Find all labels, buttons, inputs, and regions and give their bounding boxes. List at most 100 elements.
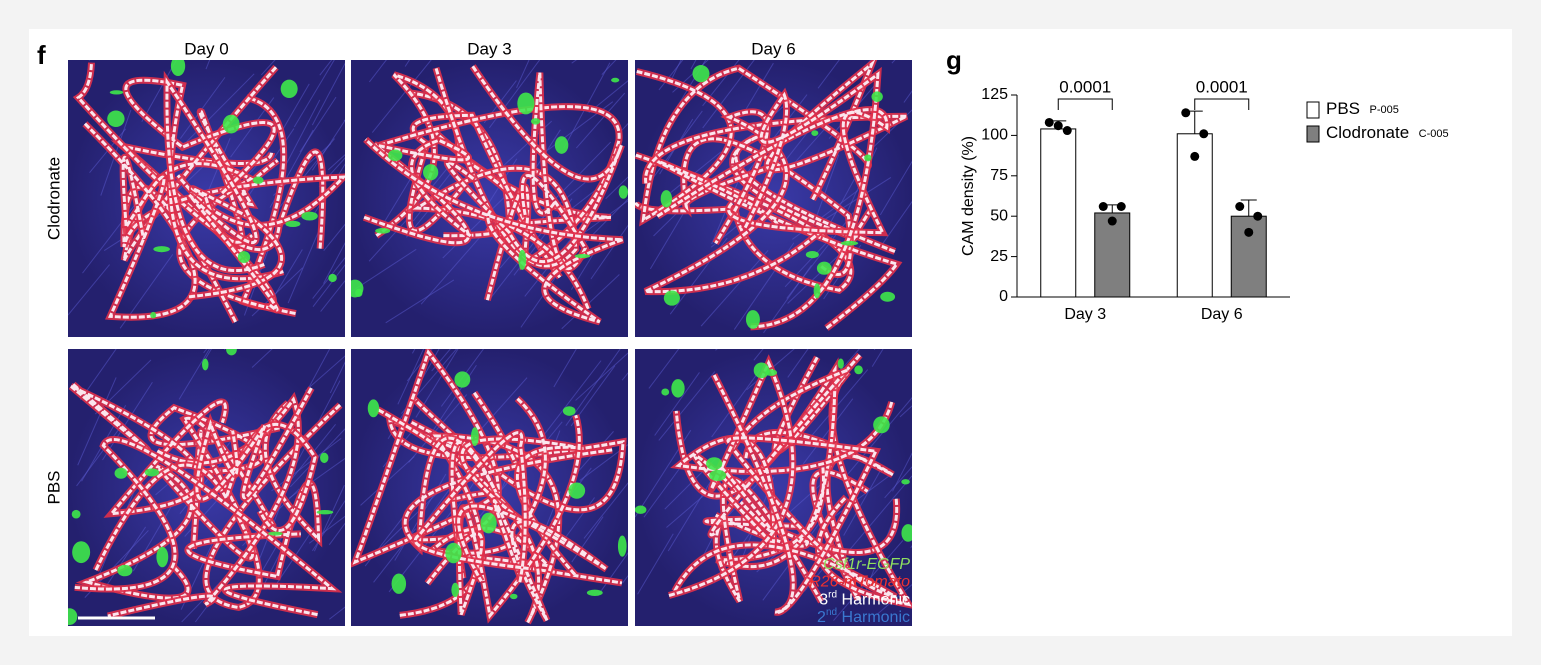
- vessel-core: [107, 396, 300, 618]
- cell: [811, 130, 819, 136]
- fiber: [892, 452, 912, 492]
- cell: [901, 524, 912, 542]
- fiber: [553, 349, 577, 388]
- cell: [635, 505, 647, 514]
- cell: [574, 253, 591, 259]
- cell: [170, 60, 186, 77]
- legend-name: Clodronate: [1326, 123, 1409, 142]
- cell: [388, 149, 403, 162]
- fiber: [397, 349, 425, 405]
- fiber: [742, 62, 774, 115]
- cell: [252, 176, 264, 184]
- data-point: [1098, 202, 1108, 212]
- vessel-core: [673, 368, 897, 599]
- vessel-core: [165, 77, 279, 312]
- cell: [226, 349, 237, 356]
- fiber: [879, 160, 912, 216]
- cell: [423, 164, 439, 181]
- channel-legend: 3rd Harmonic: [819, 589, 910, 609]
- vessel-core: [75, 62, 325, 251]
- fiber: [579, 444, 628, 481]
- fiber: [299, 96, 337, 153]
- vessel-core: [743, 71, 880, 329]
- fiber: [542, 360, 602, 437]
- cell: [663, 290, 680, 306]
- vessel-core: [712, 373, 879, 614]
- y-tick-label: 50: [990, 207, 1008, 224]
- fiber: [289, 428, 345, 488]
- legend-name: PBS: [1326, 99, 1360, 118]
- y-tick-label: 0: [999, 288, 1008, 305]
- fiber: [311, 62, 345, 126]
- cell: [660, 190, 673, 208]
- fiber: [320, 279, 345, 312]
- fiber: [181, 579, 223, 623]
- vessel-core: [364, 138, 624, 324]
- fiber: [615, 122, 628, 138]
- cell: [706, 457, 723, 471]
- data-point: [1190, 151, 1200, 161]
- fiber: [329, 606, 345, 620]
- y-tick-label: 25: [990, 248, 1008, 265]
- cell: [150, 311, 157, 319]
- legend-text: Csf1r-EGFP: [823, 556, 910, 573]
- micrograph: [635, 349, 912, 626]
- cell: [72, 541, 91, 564]
- data-point: [1053, 121, 1063, 131]
- legend-entry: Clodronate C-005: [1326, 123, 1449, 142]
- fiber: [700, 250, 769, 327]
- fiber: [670, 151, 722, 193]
- cell: [854, 365, 863, 375]
- legend-swatch: [1306, 101, 1320, 119]
- fiber: [823, 177, 892, 221]
- fiber: [440, 349, 485, 407]
- fiber: [420, 229, 487, 305]
- cell: [445, 542, 462, 564]
- vessel-core: [460, 397, 581, 576]
- significance-label: 0.0001: [1196, 77, 1248, 96]
- bar: [1176, 133, 1213, 298]
- channel-legend: 2nd Harmonic: [817, 607, 910, 627]
- fiber: [79, 349, 117, 401]
- fiber: [565, 349, 621, 426]
- micrograph: [635, 60, 912, 337]
- cell: [114, 467, 128, 479]
- bar: [1040, 128, 1077, 298]
- cell: [144, 468, 160, 477]
- cell: [117, 564, 133, 577]
- legend-text: Harmonic: [842, 609, 910, 626]
- vessel-core: [188, 187, 283, 299]
- vessel-core: [122, 66, 297, 316]
- fiber: [312, 257, 345, 299]
- fiber: [271, 437, 342, 492]
- fiber: [327, 154, 345, 171]
- micrograph: [351, 349, 628, 626]
- vessel-core: [635, 153, 853, 292]
- cell: [816, 261, 832, 275]
- fiber: [843, 466, 883, 536]
- vessel-core: [636, 66, 870, 223]
- fiber: [329, 361, 345, 394]
- vessel-core: [94, 423, 317, 571]
- fiber: [385, 279, 455, 324]
- fiber: [583, 482, 628, 539]
- fiber: [77, 377, 117, 466]
- channel-legend: R26-mTomato: [809, 574, 910, 591]
- cell: [470, 427, 479, 446]
- cell: [618, 185, 628, 199]
- fiber: [103, 208, 171, 251]
- cell: [301, 211, 318, 221]
- fiber: [881, 200, 912, 246]
- fiber: [711, 369, 761, 438]
- cell: [454, 371, 471, 388]
- data-point: [1244, 227, 1254, 237]
- cell: [837, 358, 844, 369]
- fiber: [251, 349, 273, 368]
- fiber: [648, 349, 680, 389]
- legend-entry: PBS P-005: [1326, 99, 1399, 118]
- legend-num: 3: [819, 592, 828, 609]
- legend-num: 2: [817, 609, 826, 626]
- cell: [692, 65, 710, 83]
- fiber: [287, 221, 324, 304]
